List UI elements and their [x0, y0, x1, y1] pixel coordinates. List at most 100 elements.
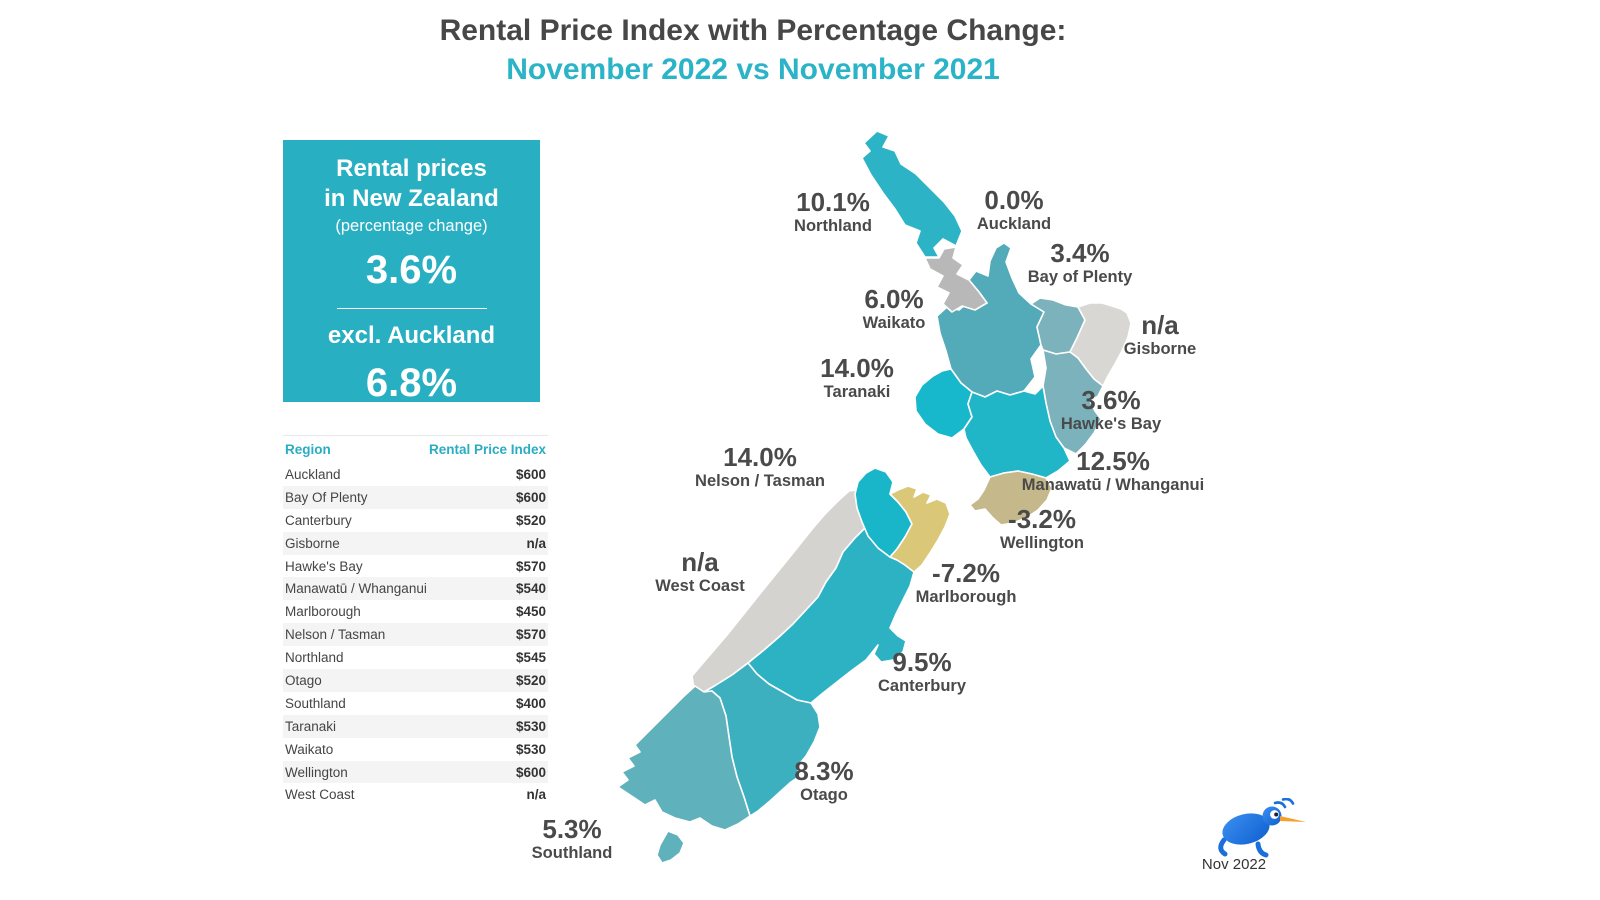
region-name: Gisborne: [1123, 340, 1197, 358]
region-waikato-shape: [936, 242, 1045, 398]
region-name: Otago: [800, 786, 848, 804]
map-label-marlborough: -7.2% Marlborough: [916, 559, 1017, 608]
region-name: Waikato: [862, 314, 926, 332]
region-wellington-shape: [969, 470, 1053, 526]
table-cell-region: Hawke's Bay: [285, 558, 363, 574]
region-manawatu-whanganui-shape: [963, 385, 1071, 479]
table-cell-index: $600: [515, 764, 546, 780]
table-row: Southland $400: [283, 692, 548, 715]
region-name: Southland: [531, 844, 613, 862]
table-row: Waikato $530: [283, 738, 548, 761]
table-cell-region: Manawatū / Whanganui: [285, 581, 427, 597]
summary-national-value: 3.6%: [365, 248, 458, 292]
table-cell-index: $450: [515, 604, 546, 620]
region-name: Bay of Plenty: [1027, 268, 1133, 286]
region-auckland-shape: [924, 246, 988, 313]
title-line-2: November 2022 vs November 2021: [506, 53, 1000, 86]
table-cell-index: $600: [515, 489, 546, 505]
pct-value: 9.5%: [892, 647, 952, 677]
pct-value: 14.0%: [820, 353, 894, 383]
pct-value: 12.5%: [1076, 446, 1150, 476]
table-cell-region: Wellington: [285, 764, 348, 780]
region-name: Manawatū / Whanganui: [1021, 476, 1205, 494]
table-row: Otago $520: [283, 669, 548, 692]
map-label-bay-of-plenty: 3.4% Bay of Plenty: [1028, 239, 1133, 288]
pct-value: n/a: [681, 547, 719, 577]
summary-excl-label: excl. Auckland: [327, 322, 496, 349]
table-cell-region: Gisborne: [285, 535, 340, 551]
table-row: Gisborne n/a: [283, 531, 548, 555]
table-cell-index: $570: [515, 558, 546, 574]
map-label-west-coast: n/a West Coast: [655, 548, 745, 597]
table-row: Marlborough $450: [283, 600, 548, 623]
kiwi-bird-icon: [1200, 797, 1310, 858]
table-cell-index: $520: [515, 512, 546, 528]
summary-box: Rental prices in New Zealand (percentage…: [283, 140, 540, 405]
map-label-waikato: 6.0% Waikato: [863, 285, 926, 334]
rental-price-table: Region Rental Price Index Auckland $600 B…: [283, 435, 548, 806]
pct-value: 10.1%: [796, 187, 870, 217]
pct-value: -7.2%: [932, 558, 1000, 588]
table-cell-region: Marlborough: [285, 604, 361, 620]
table-cell-region: Otago: [285, 672, 322, 688]
map-label-gisborne: n/a Gisborne: [1124, 311, 1196, 360]
table-cell-region: Auckland: [285, 466, 341, 482]
table-cell-index: n/a: [526, 787, 546, 803]
table-row: West Coast n/a: [283, 783, 548, 806]
region-name: Hawke's Bay: [1060, 415, 1162, 433]
table-body: Auckland $600 Bay Of Plenty $600 Canterbur…: [283, 463, 548, 806]
table-cell-region: Waikato: [285, 741, 334, 757]
region-name: Marlborough: [915, 588, 1017, 606]
table-cell-region: Nelson / Tasman: [285, 627, 386, 643]
pct-value: 0.0%: [984, 185, 1044, 215]
region-marlborough-shape: [889, 485, 951, 573]
table-row: Taranaki $530: [283, 714, 548, 738]
pct-value: 8.3%: [794, 756, 854, 786]
table-row: Canterbury $520: [283, 509, 548, 532]
map-label-hawkes-bay: 3.6% Hawke's Bay: [1061, 386, 1161, 435]
region-name: Nelson / Tasman: [695, 472, 825, 490]
table-header-index: Rental Price Index: [428, 442, 546, 457]
table-cell-index: n/a: [526, 535, 546, 551]
map-label-southland: 5.3% Southland: [532, 815, 613, 864]
summary-heading-line1: Rental prices: [336, 155, 487, 182]
table-header-region: Region: [285, 442, 331, 457]
region-canterbury-shape: [747, 523, 915, 704]
table-header-row: Region Rental Price Index: [283, 435, 548, 463]
map-label-manawatu-whanganui: 12.5% Manawatū / Whanganui: [1022, 447, 1204, 496]
pct-value: 5.3%: [542, 814, 602, 844]
table-cell-region: Taranaki: [285, 718, 337, 734]
map-label-wellington: -3.2% Wellington: [1000, 505, 1084, 554]
table-cell-region: Bay Of Plenty: [285, 489, 368, 505]
map-label-auckland: 0.0% Auckland: [977, 186, 1051, 235]
region-northland-shape: [861, 130, 963, 258]
table-cell-index: $540: [515, 581, 546, 597]
table-cell-index: $600: [515, 466, 546, 482]
pct-value: 3.4%: [1050, 238, 1110, 268]
table-row: Auckland $600: [283, 463, 548, 486]
summary-divider: [336, 308, 487, 309]
footer-caption: Nov 2022: [1201, 856, 1267, 873]
table-row: Bay Of Plenty $600: [283, 485, 548, 509]
region-stewart-island-shape: [656, 830, 685, 864]
table-cell-region: West Coast: [285, 787, 355, 803]
region-name: Taranaki: [823, 383, 891, 401]
summary-heading-line2: in New Zealand: [324, 185, 499, 212]
title-line-1: Rental Price Index with Percentage Chang…: [439, 14, 1067, 47]
pct-value: -3.2%: [1008, 504, 1076, 534]
table-row: Northland $545: [283, 646, 548, 669]
table-cell-region: Southland: [285, 695, 346, 711]
table-cell-region: Canterbury: [285, 512, 352, 528]
region-southland-shape: [617, 685, 751, 831]
pct-value: 14.0%: [723, 442, 797, 472]
region-name: Auckland: [976, 215, 1052, 233]
region-name: Wellington: [999, 534, 1085, 552]
map-label-otago: 8.3% Otago: [794, 757, 853, 806]
region-name: Northland: [794, 217, 872, 235]
table-cell-index: $570: [515, 627, 546, 643]
summary-subheading: (percentage change): [335, 217, 488, 235]
table-cell-region: Northland: [285, 650, 344, 666]
table-row: Manawatū / Whanganui $540: [283, 577, 548, 601]
